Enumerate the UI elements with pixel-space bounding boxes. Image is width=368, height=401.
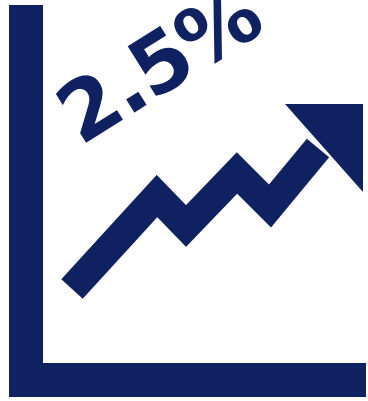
arrow-head-icon (285, 104, 363, 192)
trend-line-icon (61, 138, 330, 299)
